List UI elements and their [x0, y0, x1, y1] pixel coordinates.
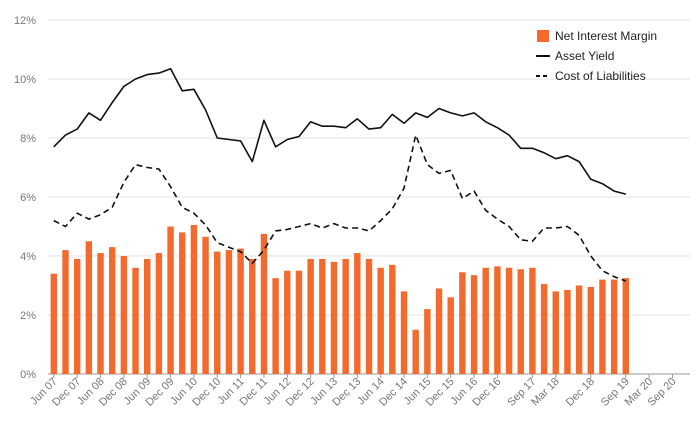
bar	[505, 267, 513, 374]
bar	[190, 225, 198, 374]
bar	[97, 253, 104, 374]
bar	[284, 270, 291, 374]
y-tick-label: 2%	[20, 310, 36, 322]
bar	[202, 236, 209, 374]
bar	[249, 258, 256, 374]
bar	[564, 289, 571, 374]
legend-label: Net Interest Margin	[555, 29, 657, 43]
bar	[330, 261, 338, 374]
bar	[120, 256, 128, 374]
bar	[459, 272, 466, 374]
bar	[62, 250, 69, 374]
bar	[587, 286, 594, 374]
bar	[447, 297, 454, 374]
gridlines	[48, 19, 690, 375]
y-tick-label: 10%	[14, 74, 36, 86]
y-axis-labels: 0% 2% 4% 6% 8% 10% 12%	[14, 15, 36, 381]
bar	[108, 247, 116, 374]
bar	[435, 288, 443, 374]
bar	[132, 267, 139, 374]
bar	[389, 264, 396, 374]
bar	[470, 275, 478, 374]
bar	[540, 284, 548, 374]
line-cost-of-liabilities	[53, 134, 627, 282]
bar	[85, 241, 93, 374]
bar	[517, 269, 524, 374]
bar	[552, 291, 559, 374]
bar	[214, 251, 221, 374]
bar	[365, 258, 373, 374]
bar	[237, 248, 244, 374]
line-asset-yield	[53, 67, 626, 195]
bar	[575, 285, 583, 374]
bar	[610, 279, 618, 374]
bar	[295, 270, 303, 374]
legend-label: Asset Yield	[555, 49, 614, 63]
legend: Net Interest Margin Asset Yield Cost of Li…	[536, 29, 657, 83]
bar	[342, 258, 349, 374]
lines	[53, 67, 627, 282]
x-tick-label: Dec 18	[564, 376, 597, 409]
bar	[354, 253, 361, 374]
bar	[260, 233, 268, 374]
y-tick-label: 6%	[20, 192, 36, 204]
bar	[400, 291, 408, 374]
bar	[307, 258, 314, 374]
legend-swatch-bar	[537, 30, 549, 42]
bar	[424, 309, 431, 374]
bar	[272, 278, 279, 374]
bar	[179, 232, 186, 374]
legend-label: Cost of Liabilities	[555, 69, 646, 83]
bar	[319, 258, 326, 374]
bar	[225, 250, 233, 374]
y-tick-label: 8%	[20, 133, 36, 145]
bar	[377, 267, 384, 374]
bar	[73, 258, 81, 374]
bar	[482, 267, 489, 374]
bar	[50, 273, 58, 374]
y-tick-label: 12%	[14, 15, 36, 27]
bar	[494, 266, 501, 374]
y-tick-label: 4%	[20, 251, 36, 263]
bar	[622, 278, 630, 374]
y-tick-label: 0%	[20, 369, 36, 381]
bar	[144, 258, 151, 374]
bar	[167, 226, 174, 374]
bar	[599, 279, 606, 374]
bars-net-interest-margin	[50, 225, 630, 374]
bar	[529, 267, 536, 374]
bar	[155, 253, 163, 374]
bar	[412, 329, 419, 374]
